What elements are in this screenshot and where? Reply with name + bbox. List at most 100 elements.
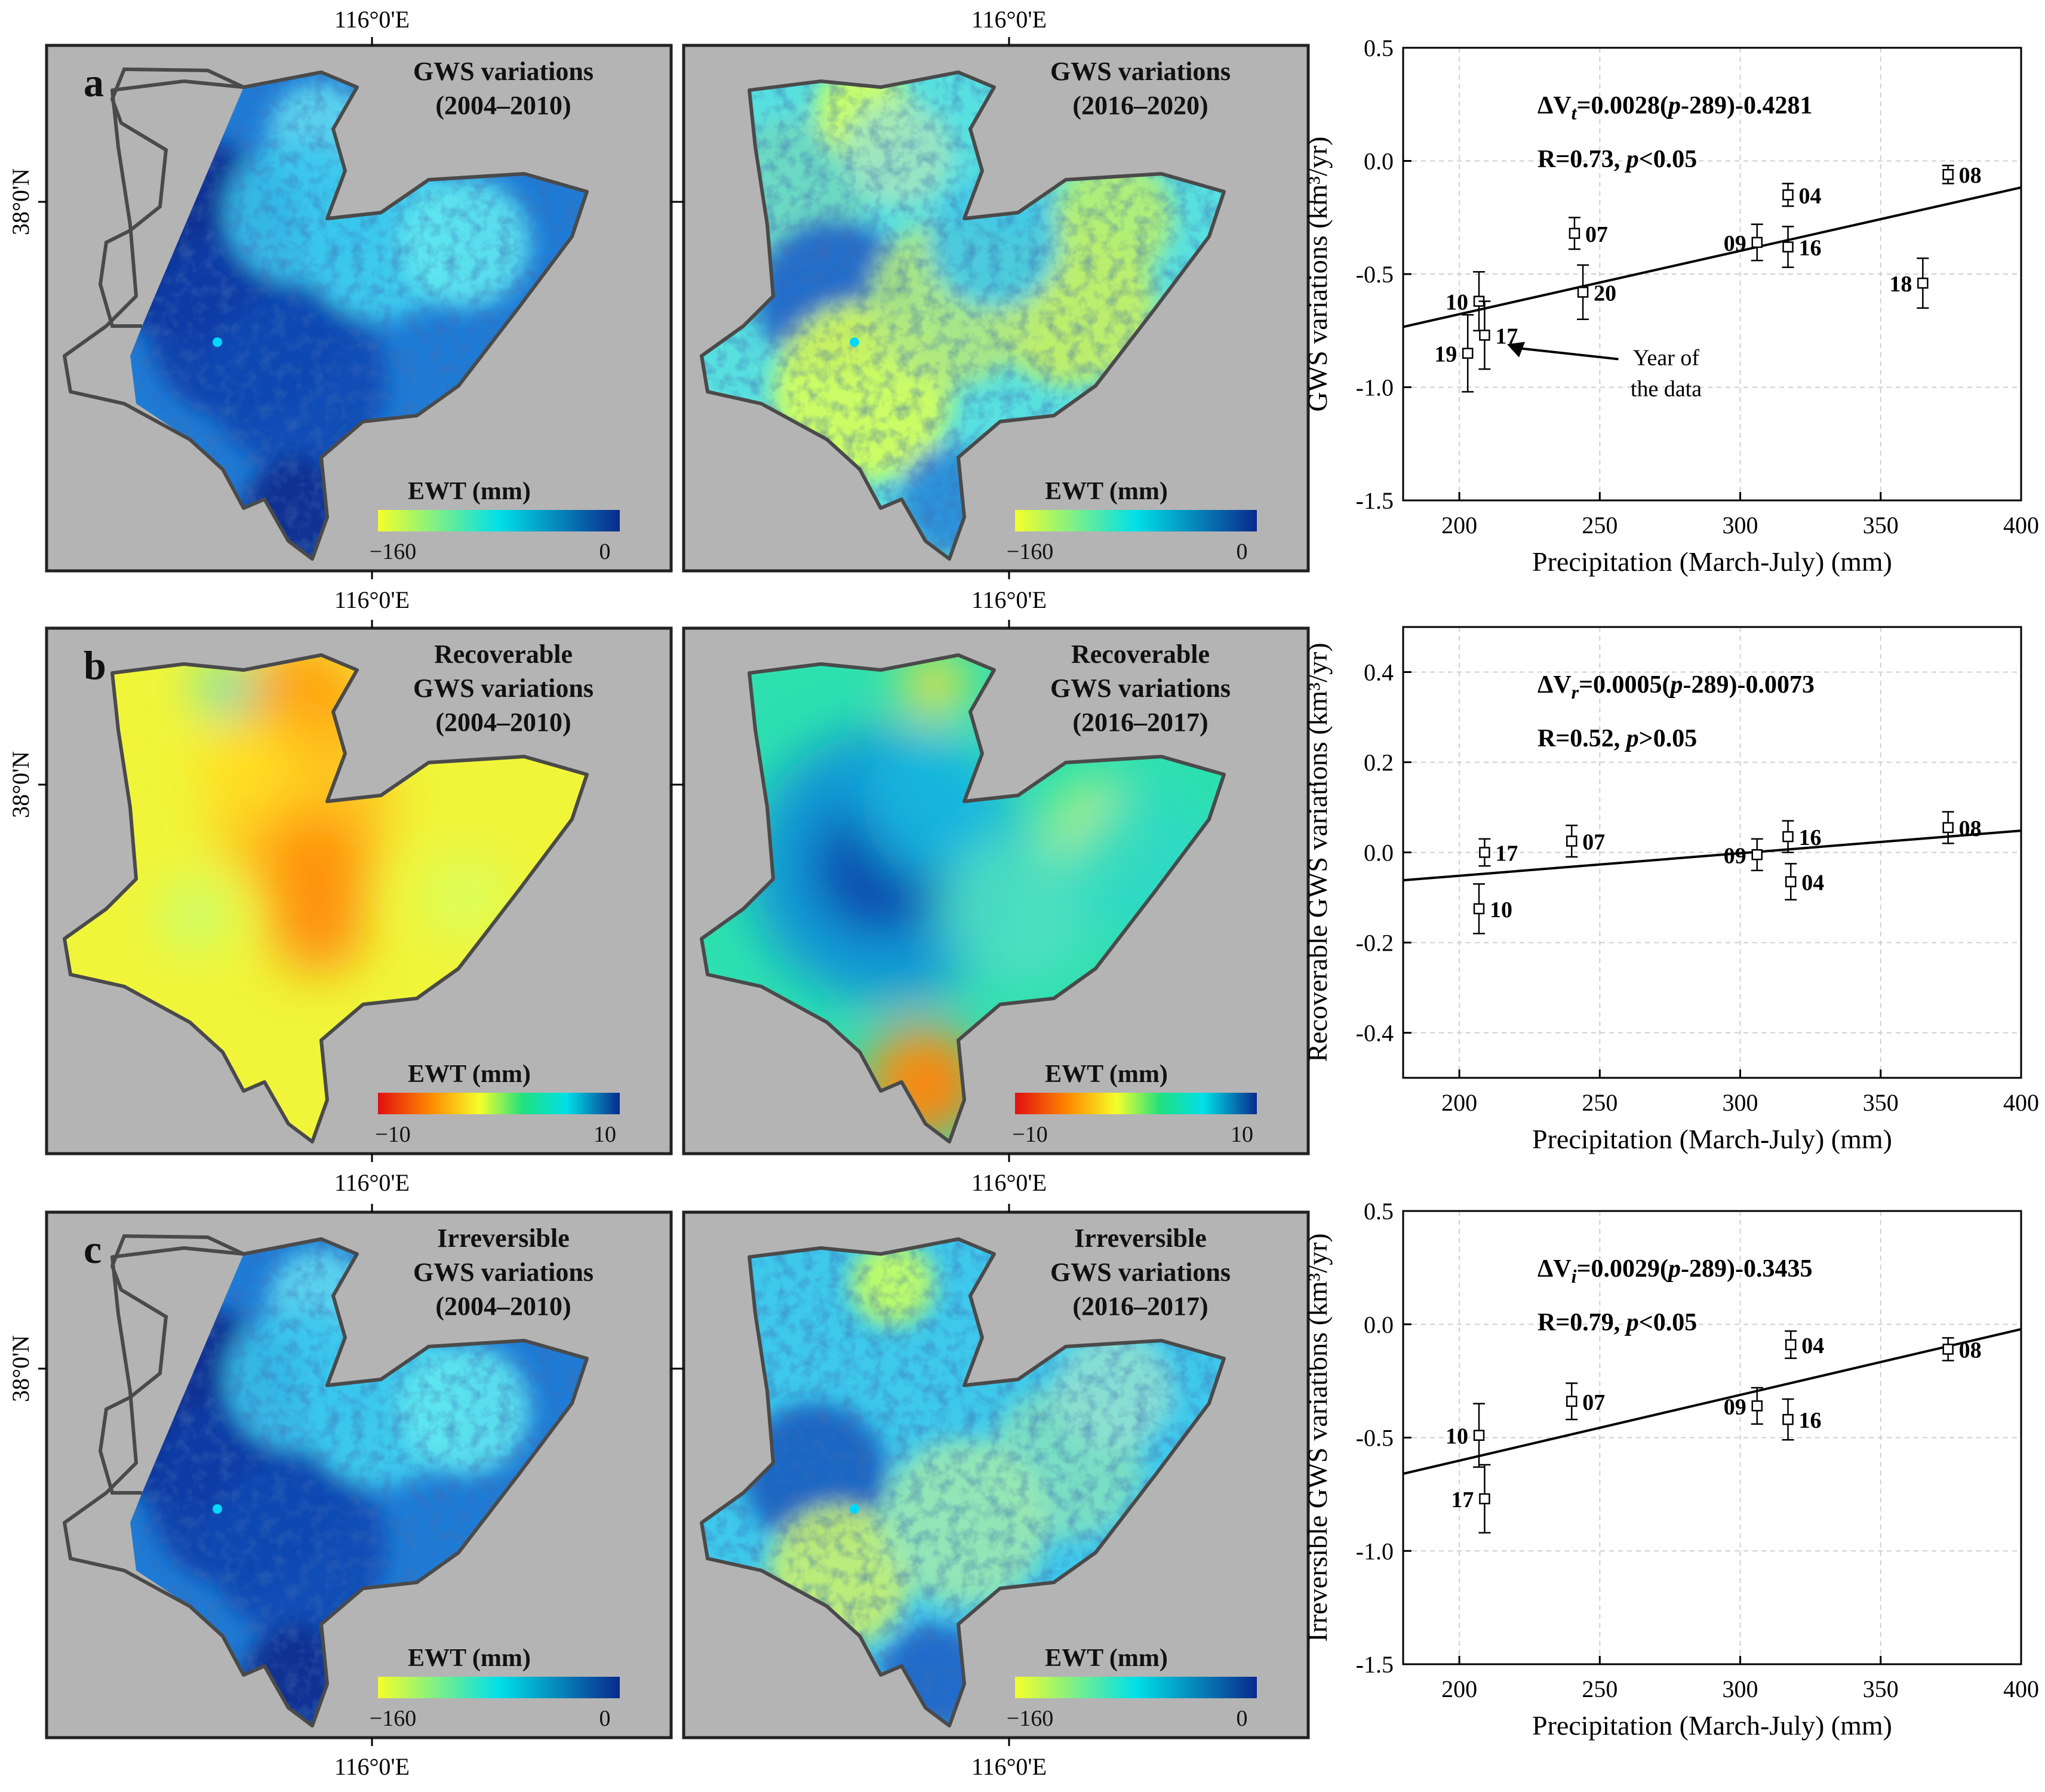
map-frame: [682, 44, 1310, 573]
colorbar-min: −160: [370, 539, 416, 564]
annotation-arrowhead: [1507, 342, 1526, 358]
panel-letter: c: [84, 1227, 102, 1272]
y-tick-label: 0.0: [1364, 840, 1394, 866]
x-tick-label: 250: [1582, 1676, 1617, 1702]
data-point-16: 16: [1782, 1398, 1822, 1441]
map-title-line: Recoverable: [1071, 640, 1210, 669]
lon-label-bottom: 116°0'E: [971, 1753, 1047, 1780]
map-frame: [45, 626, 673, 1155]
colorbar-max: 0: [1237, 1706, 1248, 1731]
map-data-blob: [863, 736, 1006, 879]
point-label: 10: [1446, 290, 1468, 315]
map-title-line: GWS variations: [413, 674, 593, 703]
correlation-stat: R=0.52, p>0.05: [1537, 725, 1697, 752]
data-point-16: 16: [1782, 820, 1822, 853]
colorbar-max: 10: [593, 1122, 616, 1147]
colorbar-max: 0: [1237, 539, 1248, 564]
map-frame: [45, 44, 673, 573]
data-point-08: 08: [1942, 811, 1982, 844]
lon-label-top: 116°0'E: [971, 6, 1047, 33]
lat-label: 38°0'N: [7, 168, 34, 235]
point-label: 17: [1495, 841, 1518, 866]
x-tick-label: 200: [1441, 1089, 1477, 1116]
outer-boundary: [98, 1234, 245, 1495]
x-tick-label: 350: [1863, 512, 1899, 539]
y-tick-label: -0.4: [1356, 1020, 1394, 1047]
chart-a: 200 250 300 350 400 -1.5 -1.0 -0.5 0.0 0.5 Precipi…: [1302, 35, 2039, 577]
point-marker: [1479, 847, 1490, 858]
data-point-20: 20: [1577, 264, 1616, 321]
colorbar-min: −10: [375, 1122, 410, 1147]
map-title-line: (2004–2010): [435, 708, 571, 737]
map-title-line: (2016–2017): [1072, 1292, 1208, 1321]
lat-label: 38°0'N: [7, 751, 34, 818]
y-tick-label: 0.4: [1364, 659, 1394, 686]
point-marker: [1479, 330, 1490, 341]
y-tick-label: -1.0: [1356, 374, 1394, 401]
colorbar-title: EWT (mm): [1045, 1061, 1168, 1088]
point-marker: [1782, 1413, 1794, 1425]
map-data-blob: [196, 718, 291, 813]
map-data-blob: [902, 655, 967, 718]
y-tick-label: -0.5: [1356, 1425, 1394, 1452]
region-boundary: [63, 70, 589, 561]
data-point-09: 09: [1724, 838, 1763, 871]
map-panel-a-2: GWS variations (2016–2020) EWT (mm) −160 0 11…: [675, 6, 1317, 613]
map-data-blob: [940, 831, 1096, 986]
map-title-line: Recoverable: [434, 640, 573, 669]
map-data-blob: [423, 855, 506, 939]
data-point-04: 04: [1785, 863, 1824, 901]
point-label: 08: [1959, 816, 1982, 841]
regression-equation: ΔVi=0.0029(p-289)-0.3435: [1537, 1255, 1812, 1287]
map-data-blob: [160, 879, 232, 951]
colorbar: [1015, 510, 1257, 531]
regression-line: [1403, 829, 2022, 882]
x-tick-label: 400: [2003, 1676, 2039, 1702]
panel-letter: a: [84, 60, 104, 105]
colorbar-min: −160: [1007, 1706, 1053, 1731]
point-label: 16: [1799, 1408, 1822, 1433]
y-tick-label: 0.2: [1364, 749, 1394, 776]
annotation-text: the data: [1631, 376, 1702, 401]
point-marker: [1785, 1339, 1797, 1351]
lake-mark: [850, 337, 859, 347]
colorbar: [378, 1677, 620, 1698]
map-frame: [682, 1210, 1310, 1739]
point-marker: [1751, 849, 1763, 860]
y-tick-label: -1.0: [1356, 1538, 1394, 1564]
map-data-layer: [702, 655, 1224, 1142]
point-label: 07: [1582, 1390, 1605, 1415]
point-marker: [1751, 1400, 1763, 1412]
point-marker: [1782, 831, 1794, 843]
point-marker: [1785, 876, 1797, 887]
annotation-arrow: [1515, 346, 1619, 361]
point-marker: [1782, 189, 1794, 201]
colorbar-min: −160: [1007, 539, 1053, 564]
y-tick-label: 0.5: [1364, 35, 1394, 62]
y-tick-label: 0.0: [1364, 1311, 1394, 1338]
y-tick-label: -1.5: [1356, 487, 1394, 514]
colorbar: [378, 510, 620, 531]
map-title-line: GWS variations: [1050, 674, 1231, 703]
lon-label-bottom: 116°0'E: [971, 586, 1047, 613]
map-panel-b-2: Recoverable GWS variations (2016–2017) EWT …: [675, 620, 1317, 1196]
region-boundary: [63, 653, 589, 1144]
correlation-stat: R=0.79, p<0.05: [1537, 1309, 1697, 1336]
point-marker: [1479, 1493, 1490, 1505]
regression-equation: ΔVt=0.0028(p-289)-0.4281: [1537, 92, 1812, 124]
lake-mark: [850, 1504, 859, 1514]
y-axis-label: GWS variations (km³/yr): [1302, 137, 1333, 412]
map-data-blob: [270, 879, 366, 975]
data-point-09: 09: [1724, 1387, 1763, 1425]
correlation-stat: R=0.73, p<0.05: [1537, 146, 1697, 173]
point-marker: [1473, 903, 1485, 915]
point-label: 04: [1801, 1333, 1824, 1358]
scatter-charts: 200 250 300 350 400 -1.5 -1.0 -0.5 0.0 0.5 Precipi…: [1302, 35, 2039, 1741]
point-label: 08: [1959, 1338, 1982, 1363]
data-point-09: 09: [1724, 223, 1763, 262]
data-point-10: 10: [1473, 883, 1512, 935]
map-title-line: (2016–2020): [1072, 91, 1208, 120]
colorbar-title: EWT (mm): [1045, 1645, 1168, 1672]
colorbar-min: −10: [1012, 1122, 1047, 1147]
x-tick-label: 300: [1723, 512, 1758, 539]
